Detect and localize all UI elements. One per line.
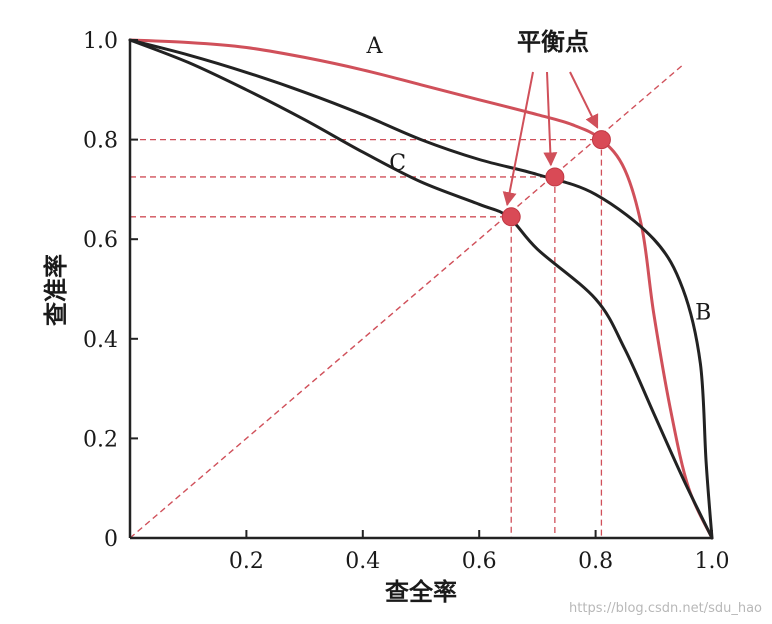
annotation-arrow-2 <box>543 71 558 167</box>
annotation-arrows <box>502 71 599 207</box>
y-tick-label-1: 0 <box>104 527 118 552</box>
x-tick-label-3: 0.6 <box>462 549 497 574</box>
y-axis-label: 查准率 <box>42 254 70 326</box>
y-tick-label-4: 0.6 <box>83 228 118 253</box>
y-tick-label-6: 1.0 <box>83 29 118 54</box>
watermark: https://blog.csdn.net/sdu_hao <box>569 601 762 616</box>
annotation-arrow-3 <box>502 71 534 207</box>
x-axis-label: 查全率 <box>385 578 457 606</box>
y-tick-label-2: 0.2 <box>83 427 118 452</box>
curve-b <box>128 38 714 540</box>
break-even-point-3 <box>501 207 521 227</box>
labels: 查全率 查准率 平衡点 A C B <box>42 28 711 606</box>
y-tick-label-5: 0.8 <box>83 129 118 154</box>
curves <box>128 38 714 540</box>
curve-label-a: A <box>365 34 383 59</box>
x-tick-label-4: 0.8 <box>578 549 613 574</box>
axes <box>128 40 712 540</box>
curve-label-c: C <box>389 151 406 176</box>
break-even-point-1 <box>591 130 611 150</box>
annotation-arrow-1 <box>569 71 599 129</box>
break-even-point-2 <box>545 167 565 187</box>
curve-label-b: B <box>695 300 711 325</box>
break-even-points <box>501 130 611 227</box>
y-tick-label-3: 0.4 <box>83 328 118 353</box>
curve-c <box>128 38 714 540</box>
x-tick-label-5: 1.0 <box>695 549 730 574</box>
guide-lines <box>130 138 603 538</box>
reference-diagonal <box>129 64 684 539</box>
diagonal-line <box>129 64 684 539</box>
x-tick-label-1: 0.2 <box>229 549 264 574</box>
ticks: 0.2 0.4 0.6 0.8 1.0 0 0.2 0.4 0.6 0.8 1.0 <box>83 29 730 574</box>
x-tick-label-2: 0.4 <box>345 549 380 574</box>
curve-a <box>128 38 714 540</box>
break-even-annotation: 平衡点 <box>517 28 589 56</box>
